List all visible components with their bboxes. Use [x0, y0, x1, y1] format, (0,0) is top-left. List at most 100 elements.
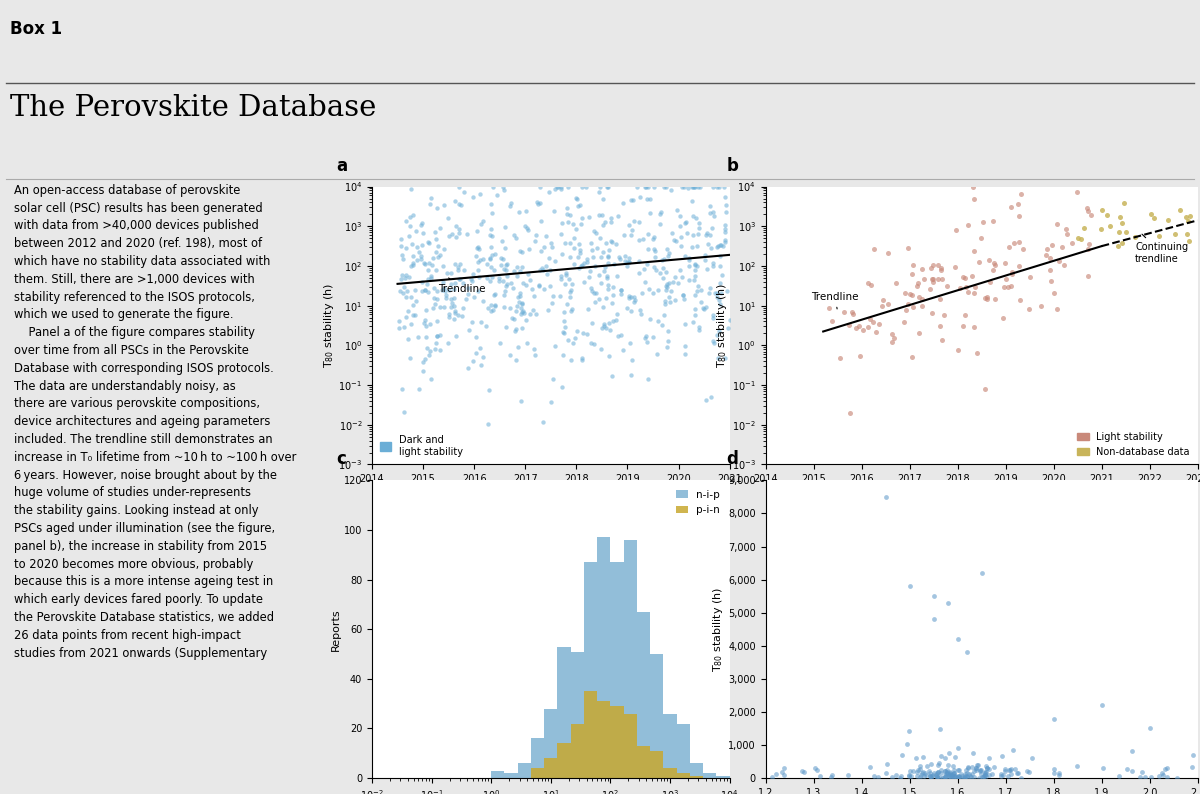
Point — [1171, 204, 1190, 217]
Point — [1115, 197, 1134, 210]
Point — [931, 764, 950, 777]
Point — [545, 255, 564, 268]
Point — [1126, 231, 1145, 244]
Point — [629, 216, 648, 229]
Point — [623, 194, 642, 206]
Point — [949, 742, 968, 754]
Point — [1037, 243, 1056, 256]
Point — [970, 772, 989, 784]
Point — [1040, 252, 1060, 264]
Point — [658, 280, 677, 293]
Point — [407, 225, 426, 237]
Point — [944, 771, 964, 784]
Point — [409, 246, 428, 259]
Point — [944, 770, 964, 783]
Point — [1044, 712, 1063, 725]
Point — [704, 210, 724, 222]
Point — [956, 764, 976, 777]
Point — [458, 282, 478, 295]
Point — [577, 328, 596, 341]
Point — [864, 316, 883, 329]
Point — [928, 259, 947, 272]
Point — [924, 276, 943, 288]
Point — [908, 276, 928, 289]
Point — [1182, 760, 1200, 773]
Bar — [584, 692, 598, 778]
Point — [571, 218, 590, 231]
Point — [406, 283, 425, 296]
Point — [839, 318, 858, 331]
Point — [936, 765, 955, 777]
Point — [418, 235, 437, 248]
Point — [893, 749, 912, 761]
Point — [426, 233, 445, 245]
Point — [409, 383, 428, 395]
Point — [848, 319, 868, 332]
Point — [684, 180, 703, 193]
Point — [907, 765, 926, 778]
Point — [860, 278, 880, 291]
Point — [965, 287, 984, 299]
Point — [912, 769, 931, 781]
Point — [413, 226, 432, 239]
Point — [673, 288, 692, 301]
Point — [977, 761, 996, 774]
Point — [481, 252, 500, 265]
Bar — [530, 769, 544, 778]
Point — [584, 225, 604, 237]
Point — [598, 269, 617, 282]
Point — [532, 214, 551, 227]
Point — [493, 275, 512, 287]
Point — [481, 223, 500, 236]
Point — [587, 287, 606, 300]
Point — [976, 767, 995, 780]
Point — [928, 771, 947, 784]
Point — [574, 326, 593, 339]
Point — [620, 337, 640, 349]
Point — [1002, 763, 1021, 776]
Point — [506, 232, 526, 245]
Point — [970, 764, 989, 777]
Point — [485, 288, 504, 301]
Point — [406, 308, 425, 321]
Point — [920, 770, 940, 783]
Point — [949, 769, 968, 782]
Point — [589, 208, 608, 221]
Point — [611, 287, 630, 300]
Point — [584, 251, 604, 264]
Point — [996, 272, 1015, 285]
Point — [578, 303, 598, 316]
Point — [562, 303, 581, 315]
Point — [1109, 769, 1128, 782]
Point — [511, 302, 530, 314]
Point — [949, 344, 968, 357]
Point — [822, 771, 841, 784]
Point — [480, 384, 499, 396]
Point — [936, 751, 955, 764]
Point — [916, 766, 935, 779]
Point — [655, 295, 674, 307]
Point — [762, 770, 781, 783]
Point — [407, 241, 426, 253]
Point — [510, 245, 529, 257]
Point — [718, 284, 737, 297]
Point — [504, 229, 523, 241]
Point — [524, 290, 544, 303]
Point — [846, 322, 865, 335]
Point — [412, 249, 431, 262]
Point — [497, 280, 516, 293]
Point — [558, 202, 577, 214]
Point — [630, 304, 649, 317]
Point — [1181, 210, 1200, 222]
Point — [496, 284, 515, 297]
X-axis label: Publication date: Publication date — [506, 490, 595, 499]
Point — [434, 198, 454, 211]
Point — [616, 249, 635, 262]
Point — [656, 180, 676, 193]
Bar — [650, 654, 664, 778]
Point — [712, 238, 731, 251]
Point — [410, 218, 430, 231]
Point — [979, 752, 998, 765]
Point — [941, 771, 960, 784]
Point — [526, 234, 545, 247]
